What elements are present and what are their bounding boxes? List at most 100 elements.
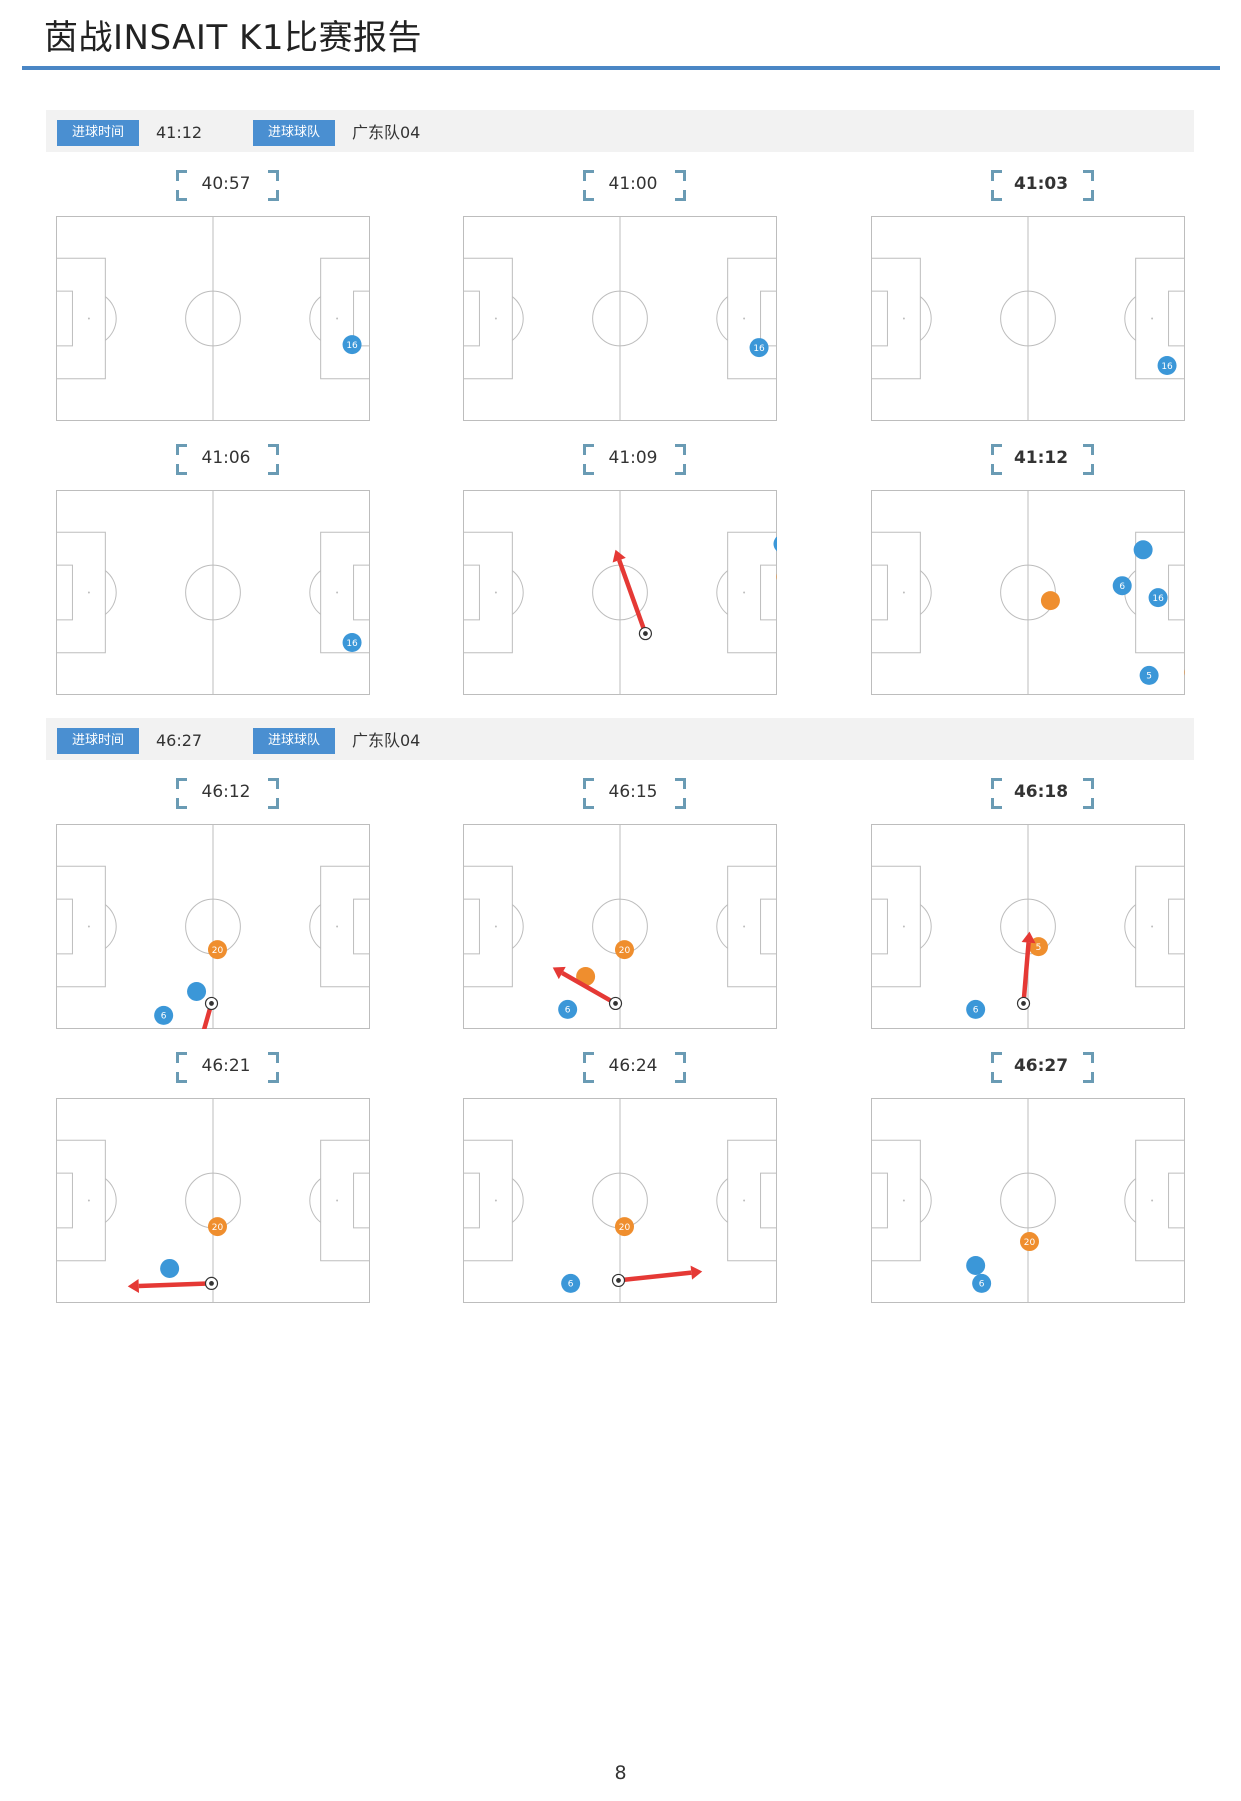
pitch-snapshot: 41:06 122314211207117716952248	[46, 442, 406, 712]
bracket-corner-icon	[1083, 464, 1094, 475]
player-number: 6	[568, 1280, 574, 1290]
blue-player-dot	[1112, 576, 1132, 596]
player-number: 6	[979, 1280, 985, 1290]
blue-player: 16	[1148, 588, 1168, 608]
bracket-corner-icon	[583, 778, 594, 789]
penalty-box-left	[871, 1139, 921, 1262]
bracket-corner-icon	[268, 778, 279, 789]
orange-player-dot	[207, 940, 227, 960]
penalty-spot-left	[87, 1199, 90, 1202]
goal-area-left	[871, 1172, 888, 1229]
penalty-spot-right	[336, 925, 339, 928]
penalty-arc-right	[309, 570, 321, 615]
orange-player-dot	[614, 940, 634, 960]
goal-time-tag: 进球时间	[57, 728, 139, 754]
pass-arrow-head	[612, 549, 626, 563]
pitch-snapshot: 46:24 2011232106271677812	[453, 1050, 813, 1320]
goal-area-left	[463, 290, 480, 347]
player-number: 16	[1152, 594, 1164, 604]
orange-player	[1040, 591, 1060, 611]
penalty-box-left	[871, 865, 921, 988]
snapshot-time: 41:06	[201, 448, 251, 468]
penalty-spot-left	[87, 317, 90, 320]
snapshot-time: 46:15	[608, 782, 658, 802]
goal-area-right	[760, 1172, 777, 1229]
snapshot-time-header: 41:00	[453, 168, 813, 202]
ball-icon	[638, 626, 653, 641]
goal-info-bar: 进球时间 41:12 进球球队 广东队04	[46, 110, 1194, 152]
snapshot-time-header: 46:18	[861, 776, 1221, 810]
pitch-snapshot: 46:15 20232116277716812	[453, 776, 813, 1046]
ball-icon	[611, 1273, 626, 1288]
ball-icon	[204, 996, 219, 1011]
bracket-corner-icon	[176, 1052, 187, 1063]
penalty-arc-right	[716, 570, 728, 615]
snapshot-time-header: 40:57	[46, 168, 406, 202]
pass-arrow-shaft	[138, 1281, 212, 1289]
player-number: 6	[565, 1006, 571, 1016]
goal-info-bar: 进球时间 46:27 进球球队 广东队04	[46, 718, 1194, 760]
center-circle	[185, 564, 241, 621]
football-pitch: 122314920116117716752248	[56, 216, 370, 421]
snapshot-time: 46:24	[608, 1056, 658, 1076]
bracket-corner-icon	[583, 444, 594, 455]
football-pitch: 20112326271681277	[56, 824, 370, 1029]
goal-area-right	[353, 898, 370, 955]
football-pitch: 122314112061177167952248	[463, 216, 777, 421]
blue-player-dot	[966, 1255, 986, 1275]
player-number: 20	[619, 946, 631, 956]
blue-player: 6	[966, 999, 986, 1019]
penalty-arc-left	[105, 1178, 117, 1223]
snapshot-time-header: 41:12	[861, 442, 1221, 476]
goal-area-right	[1168, 290, 1185, 347]
bracket-corner-icon	[1083, 1052, 1094, 1063]
blue-player: 16	[342, 335, 362, 355]
bracket-corner-icon	[675, 464, 686, 475]
goal-area-left	[871, 898, 888, 955]
pitch-snapshot: 40:57 122314920116117716752248	[46, 168, 406, 438]
blue-player-dot	[1148, 588, 1168, 608]
orange-player: 20	[207, 1217, 227, 1237]
bracket-corner-icon	[176, 464, 187, 475]
goal-area-left	[56, 564, 73, 621]
player-number: 16	[346, 639, 358, 649]
bracket-corner-icon	[583, 798, 594, 809]
penalty-box-right	[1135, 1139, 1185, 1262]
football-pitch: 122314211207117716952248	[56, 490, 370, 695]
bracket-corner-icon	[675, 1072, 686, 1083]
football-pitch: 1223921120677111652248	[871, 216, 1185, 421]
penalty-arc-left	[512, 570, 524, 615]
player-number: 5	[1146, 672, 1152, 682]
center-circle	[592, 290, 648, 347]
pitch-snapshot: 41:09 3122321120771116952248	[453, 442, 813, 712]
bracket-corner-icon	[1083, 190, 1094, 201]
blue-player-dot	[1133, 540, 1153, 560]
goal-team-value: 广东队04	[352, 731, 421, 750]
football-pitch: 121421120616711952248	[871, 490, 1185, 695]
goal-time-tag: 进球时间	[57, 120, 139, 146]
player-number: 20	[619, 1223, 631, 1233]
blue-player-dot	[342, 335, 362, 355]
penalty-box-right	[320, 257, 370, 380]
orange-player-dot	[207, 1217, 227, 1237]
bracket-corner-icon	[991, 190, 1002, 201]
penalty-box-left	[56, 865, 106, 988]
football-pitch: 2011232106271677812	[463, 1098, 777, 1303]
ball-icon	[608, 996, 623, 1011]
bracket-corner-icon	[1083, 170, 1094, 181]
penalty-arc-left	[920, 1178, 932, 1223]
blue-player-dot	[154, 1005, 174, 1025]
penalty-arc-right	[1124, 904, 1136, 949]
bracket-corner-icon	[675, 190, 686, 201]
penalty-box-right	[727, 257, 777, 380]
goal-area-right	[1168, 564, 1185, 621]
pitch-snapshot: 41:03 1223921120677111652248	[861, 168, 1221, 438]
ball-icon	[1016, 996, 1031, 1011]
bracket-corner-icon	[268, 1052, 279, 1063]
player-number: 16	[1161, 362, 1173, 372]
penalty-arc-right	[309, 1178, 321, 1223]
goal-area-left	[56, 898, 73, 955]
player-number: 20	[212, 946, 224, 956]
penalty-spot-right	[1151, 925, 1154, 928]
blue-player-dot	[558, 999, 578, 1019]
